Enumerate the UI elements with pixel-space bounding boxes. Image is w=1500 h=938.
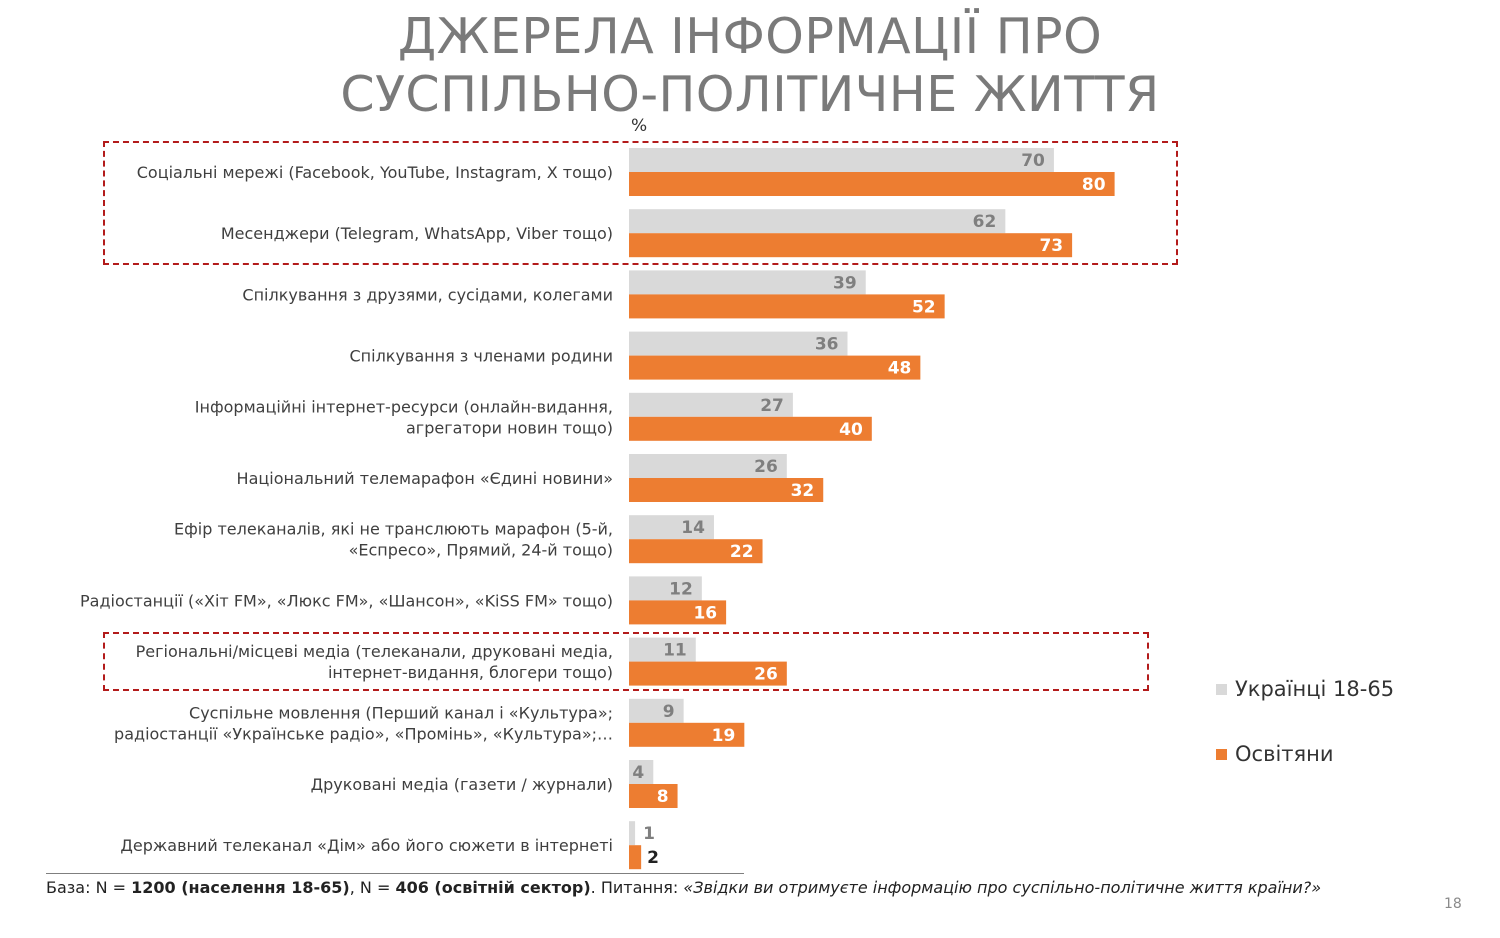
data-label-general-11: 1 xyxy=(643,824,655,844)
legend-item-teachers: Освітяни xyxy=(1216,742,1334,766)
category-label-6-0: Ефір телеканалів, які не транслюють мара… xyxy=(174,520,613,539)
data-label-general-0: 70 xyxy=(1021,151,1045,171)
page-number: 18 xyxy=(1444,896,1462,912)
data-label-teachers-11: 2 xyxy=(647,848,659,868)
category-label-8-0: Регіональні/місцеві медіа (телеканали, д… xyxy=(136,642,613,661)
category-label-3-0: Спілкування з членами родини xyxy=(349,347,613,366)
footer-question-prefix: . Питання: xyxy=(590,878,684,897)
legend-swatch-teachers xyxy=(1216,748,1227,760)
bar-teachers-10 xyxy=(629,784,678,808)
bar-general-7 xyxy=(629,576,702,601)
bar-teachers-7 xyxy=(629,600,727,625)
bar-teachers-3 xyxy=(629,355,921,380)
bar-teachers-9 xyxy=(629,722,745,747)
bar-teachers-8 xyxy=(629,661,787,686)
bar-teachers-2 xyxy=(629,294,945,319)
category-label-5-0: Національний телемарафон «Єдині новини» xyxy=(237,469,613,488)
category-label-0-0: Соціальні мережі (Facebook, YouTube, Ins… xyxy=(137,163,613,182)
footer-divider xyxy=(46,873,744,874)
data-label-general-4: 27 xyxy=(760,396,784,416)
data-label-general-10: 4 xyxy=(632,763,644,783)
category-label-11-0: Державний телеканал «Дім» або його сюжет… xyxy=(120,836,613,855)
data-label-general-9: 9 xyxy=(663,702,675,722)
category-label-8-1: інтернет-видання, блогери тощо) xyxy=(328,663,613,682)
bar-chart: 70 80 Соціальні мережі (Facebook, YouTube,… xyxy=(80,148,1115,870)
data-label-teachers-5: 32 xyxy=(791,481,815,501)
bar-general-8 xyxy=(629,637,696,662)
footer-base-sep: , N = xyxy=(349,878,396,897)
category-label-7-0: Радіостанції («Хіт FM», «Люкс FM», «Шанс… xyxy=(80,591,613,610)
footer-question: «Звідки ви отримуєте інформацію про сусп… xyxy=(683,878,1322,897)
data-label-general-6: 14 xyxy=(681,518,705,538)
data-label-teachers-10: 8 xyxy=(657,787,669,807)
unit-label: % xyxy=(631,116,648,136)
category-label-4-0: Інформаційні інтернет-ресурси (онлайн-ви… xyxy=(195,397,613,416)
legend-label-general: Українці 18-65 xyxy=(1235,677,1395,701)
bar-teachers-4 xyxy=(629,416,872,441)
category-label-9-1: радіостанції «Українське радіо», «Промін… xyxy=(114,724,613,743)
bar-teachers-1 xyxy=(629,233,1073,258)
data-label-teachers-9: 19 xyxy=(712,726,736,746)
footer-base-prefix: База: N = xyxy=(46,878,132,897)
legend-item-general: Українці 18-65 xyxy=(1216,677,1394,701)
category-label-9-0: Суспільне мовлення (Перший канал і «Куль… xyxy=(189,703,613,722)
footer-base-n2: 406 (освітній сектор) xyxy=(395,878,591,897)
legend-label-teachers: Освітяни xyxy=(1235,742,1334,766)
bar-teachers-0 xyxy=(629,172,1115,196)
title-line-1: ДЖЕРЕЛА ІНФОРМАЦІЇ ПРО xyxy=(397,8,1103,65)
data-label-teachers-7: 16 xyxy=(693,603,717,623)
bar-general-9 xyxy=(629,698,684,723)
data-label-general-1: 62 xyxy=(973,212,997,232)
category-label-6-1: «Еспресо», Прямий, 24-й тощо) xyxy=(349,541,613,560)
data-label-teachers-4: 40 xyxy=(839,420,863,440)
category-label-2-0: Спілкування з друзями, сусідами, колегам… xyxy=(242,285,613,304)
data-label-general-2: 39 xyxy=(833,273,857,293)
category-label-1-0: Месенджери (Telegram, WhatsApp, Viber то… xyxy=(221,224,613,243)
data-label-teachers-0: 80 xyxy=(1082,175,1106,195)
bar-general-0 xyxy=(629,148,1054,172)
data-label-general-3: 36 xyxy=(815,335,839,355)
data-label-teachers-1: 73 xyxy=(1039,236,1063,256)
highlight-box-top xyxy=(103,141,1178,265)
bar-teachers-5 xyxy=(629,478,824,502)
bar-general-2 xyxy=(629,270,866,295)
page-title: ДЖЕРЕЛА ІНФОРМАЦІЇ ПРО СУСПІЛЬНО-ПОЛІТИЧ… xyxy=(0,8,1500,124)
bar-general-10 xyxy=(629,760,654,784)
data-label-teachers-2: 52 xyxy=(912,297,936,317)
data-label-general-8: 11 xyxy=(663,641,687,661)
highlight-box-regional xyxy=(103,632,1149,691)
bar-general-1 xyxy=(629,209,1006,234)
category-label-10-0: Друковані медіа (газети / журнали) xyxy=(311,775,613,794)
data-label-teachers-3: 48 xyxy=(888,359,912,379)
bar-general-4 xyxy=(629,392,793,417)
footer-base-note: База: N = 1200 (населення 18-65), N = 40… xyxy=(46,878,1321,897)
data-label-teachers-8: 26 xyxy=(754,665,778,685)
bar-general-11 xyxy=(629,821,636,846)
legend-swatch-general xyxy=(1216,683,1227,695)
bar-general-5 xyxy=(629,454,787,478)
data-label-general-7: 12 xyxy=(669,579,693,599)
bar-general-3 xyxy=(629,331,848,356)
title-line-2: СУСПІЛЬНО-ПОЛІТИЧНЕ ЖИТТЯ xyxy=(340,66,1160,123)
bar-teachers-11 xyxy=(629,845,642,870)
data-label-teachers-6: 22 xyxy=(730,542,754,562)
category-label-4-1: агрегатори новин тощо) xyxy=(406,418,613,437)
data-label-general-5: 26 xyxy=(754,457,778,477)
footer-base-n1: 1200 (населення 18-65) xyxy=(131,878,350,897)
bar-general-6 xyxy=(629,515,714,540)
bar-teachers-6 xyxy=(629,539,763,564)
